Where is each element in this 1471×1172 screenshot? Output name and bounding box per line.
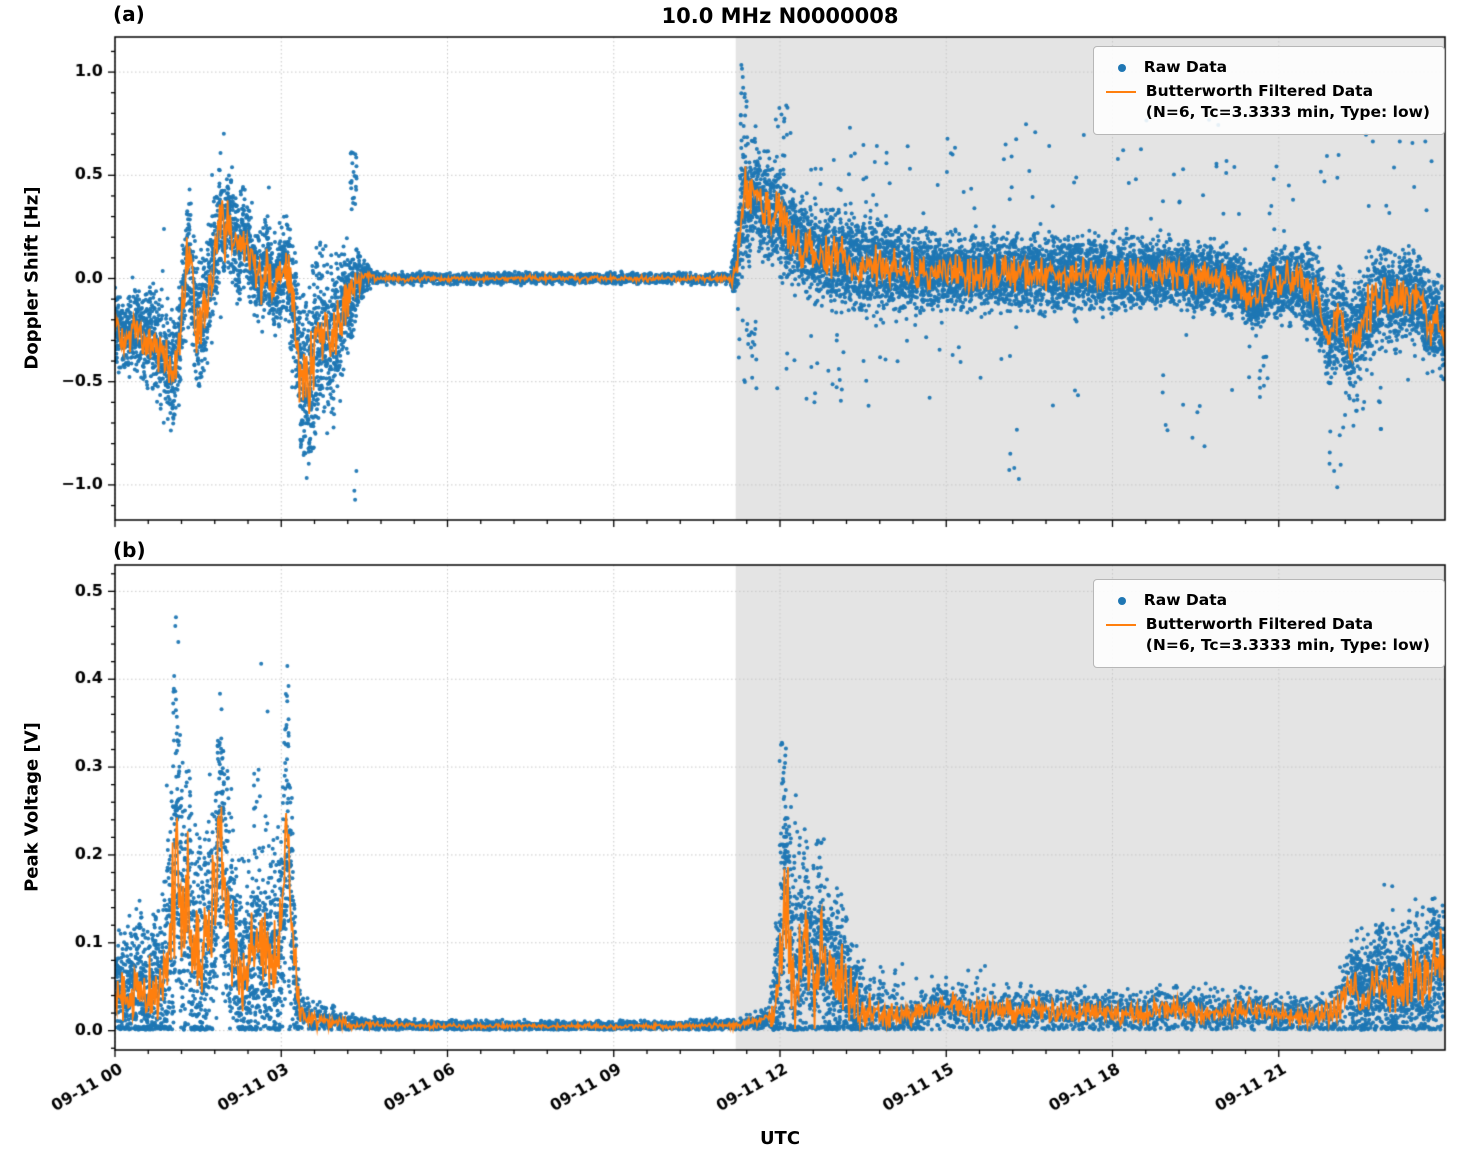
chart-title: 10.0 MHz N0000008 xyxy=(661,4,899,28)
x-axis-label: UTC xyxy=(759,1128,801,1149)
legend-entry-filtered: Butterworth Filtered Data (N=6, Tc=3.333… xyxy=(1105,614,1430,657)
raw-data-marker-icon xyxy=(1117,597,1126,605)
legend-filtered-label-line1: Butterworth Filtered Data xyxy=(1145,81,1374,100)
legend-filtered-label-line1: Butterworth Filtered Data xyxy=(1145,614,1374,633)
legend-entry-filtered: Butterworth Filtered Data (N=6, Tc=3.333… xyxy=(1105,81,1430,124)
panel-b-label: (b) xyxy=(113,538,146,562)
panel-a-label: (a) xyxy=(113,2,145,26)
legend-entry-raw: Raw Data xyxy=(1106,57,1430,79)
y-axis-label-voltage: Peak Voltage [V] xyxy=(21,722,43,892)
legend-filtered-label-line2: (N=6, Tc=3.3333 min, Type: low) xyxy=(1145,636,1430,655)
raw-data-marker-icon xyxy=(1117,64,1126,72)
legend-raw-label: Raw Data xyxy=(1143,58,1228,76)
legend-filtered-label-line2: (N=6, Tc=3.3333 min, Type: low) xyxy=(1145,103,1430,122)
legend-panel-b: Raw Data Butterworth Filtered Data (N=6,… xyxy=(1092,579,1445,669)
y-axis-label-doppler: Doppler Shift [Hz] xyxy=(21,186,43,370)
legend-panel-a: Raw Data Butterworth Filtered Data (N=6,… xyxy=(1092,46,1445,136)
filtered-line-marker-icon xyxy=(1105,90,1136,93)
filtered-line-marker-icon xyxy=(1105,623,1136,626)
legend-raw-label: Raw Data xyxy=(1143,591,1228,609)
legend-entry-raw: Raw Data xyxy=(1106,590,1430,612)
